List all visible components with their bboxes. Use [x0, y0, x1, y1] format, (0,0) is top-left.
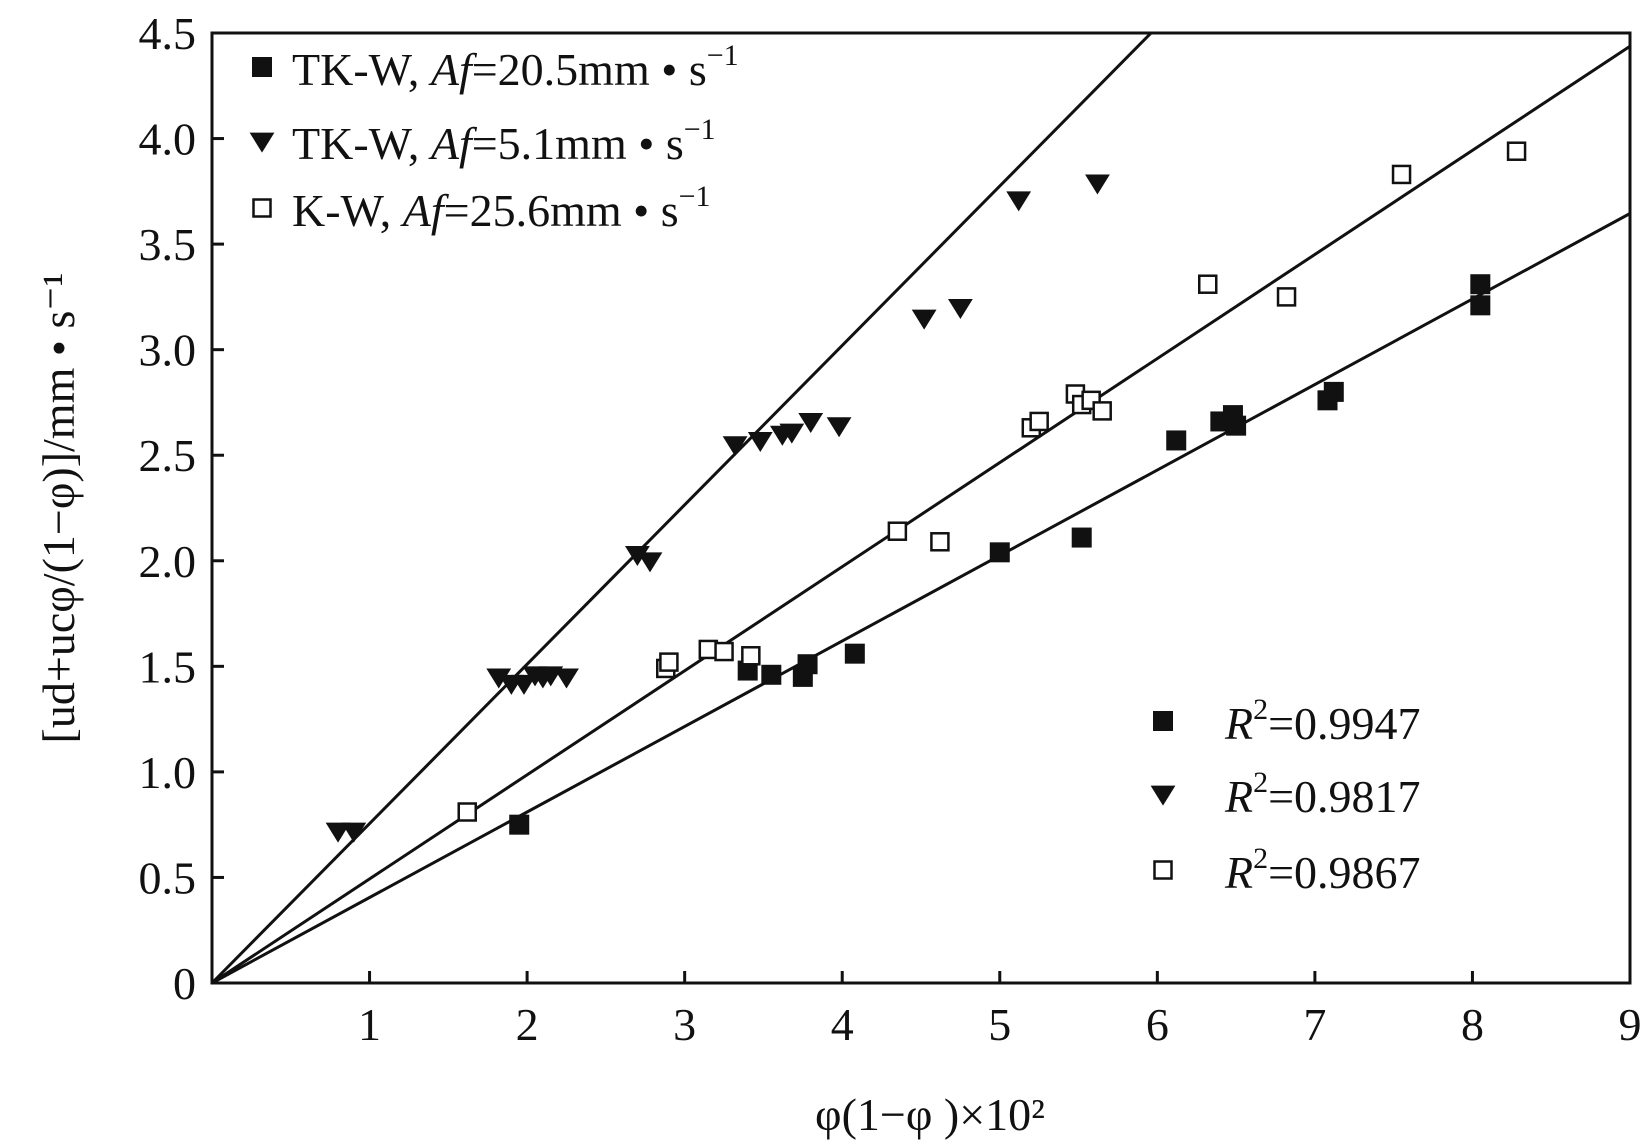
data-point [1092, 401, 1112, 421]
data-point [887, 521, 908, 541]
data-point [1226, 415, 1247, 436]
data-point [509, 814, 530, 835]
legend-marker [249, 132, 275, 153]
data-point [554, 668, 579, 689]
fit-line [210, 31, 1153, 985]
data-point [637, 552, 663, 573]
x-tick-label: 1 [358, 999, 381, 1050]
data-point [761, 664, 782, 685]
data-point [911, 309, 937, 330]
r2-label: R2=0.9867 [1224, 842, 1421, 898]
data-point [1470, 295, 1491, 316]
data-point [714, 641, 734, 662]
data-point [844, 643, 865, 664]
y-tick-label: 1.5 [139, 641, 197, 692]
data-point [1391, 164, 1412, 185]
data-point [737, 660, 758, 681]
data-point [989, 542, 1010, 563]
data-point [1470, 274, 1491, 295]
y-tick-label: 4.0 [139, 114, 197, 165]
legend-label: K-W, Af=25.6mm • s−1 [292, 180, 711, 236]
data-point [698, 639, 719, 660]
y-tick-label: 2.5 [139, 430, 197, 481]
r2-legend-marker [1153, 860, 1173, 880]
data-point [779, 423, 805, 444]
data-point [625, 546, 650, 567]
data-point [1071, 527, 1092, 548]
x-tick-label: 8 [1461, 999, 1484, 1050]
y-tick-label: 0 [173, 958, 196, 1009]
data-point [659, 652, 679, 672]
fit-line [211, 212, 1631, 985]
plot-frame [210, 31, 1632, 985]
x-tick-label: 5 [988, 999, 1011, 1050]
y-tick-label: 1.0 [139, 747, 197, 798]
data-point [741, 646, 761, 666]
fit-line [211, 45, 1631, 985]
legend: TK-W, Af=20.5mm • s−1 TK-W, Af=5.1mm • s−… [249, 39, 739, 236]
r2-legend-marker [1153, 711, 1173, 731]
data-point [1323, 381, 1344, 402]
data-point [1198, 274, 1218, 294]
data-point [947, 299, 973, 320]
x-tick-label: 3 [673, 999, 696, 1050]
legend-label: TK-W, Af=5.1mm • s−1 [292, 113, 716, 169]
data-point [486, 668, 512, 689]
x-axis-title: φ(1−φ )×10² [815, 1089, 1045, 1140]
x-tick-label: 6 [1146, 999, 1169, 1050]
data-point [511, 674, 537, 695]
y-tick-label: 3.5 [139, 219, 197, 270]
y-axis-title: [ud+ucφ/(1−φ)]/mm • s⁻¹ [33, 273, 84, 744]
x-tick-label: 4 [831, 999, 854, 1050]
y-tick-label: 3.0 [139, 325, 197, 376]
data-points [325, 141, 1527, 843]
y-axis-label: [ud+ucφ/(1−φ)]/mm • s⁻¹ [33, 273, 84, 744]
legend-marker [252, 57, 272, 77]
data-point [325, 822, 351, 843]
data-point [1029, 411, 1049, 432]
data-point [457, 802, 477, 822]
x-tick-label: 2 [516, 999, 539, 1050]
x-axis-label: φ(1−φ )×10² [815, 1089, 1045, 1140]
y-tick-label: 4.5 [139, 8, 197, 59]
data-point [930, 532, 950, 552]
x-tick-label: 9 [1619, 999, 1642, 1050]
axes: 1 2 3 4 5 6 7 8 9 0 0.5 1.0 1.5 2.0 2.5 3.0 3.5 4.0 4.5 [139, 8, 1642, 1050]
r2-legend: R2=0.9947 R2=0.9817 R2=0.9867 [1150, 693, 1421, 898]
data-point [1506, 141, 1527, 161]
y-tick-label: 2.0 [139, 536, 197, 587]
r2-label: R2=0.9817 [1224, 766, 1421, 822]
r2-legend-marker [1150, 785, 1176, 806]
x-tick-label: 7 [1303, 999, 1326, 1050]
data-point [826, 417, 852, 438]
y-tick-label: 0.5 [139, 852, 197, 903]
data-point [798, 413, 824, 434]
legend-marker [252, 198, 272, 218]
data-point [797, 654, 818, 675]
data-point [1006, 191, 1032, 212]
data-point [341, 822, 367, 843]
data-point [747, 432, 773, 453]
data-point [1085, 174, 1110, 195]
data-point [722, 436, 748, 457]
data-point [1166, 430, 1187, 451]
r2-label: R2=0.9947 [1224, 693, 1421, 749]
data-point [1276, 287, 1297, 307]
fit-lines [210, 31, 1631, 985]
legend-label: TK-W, Af=20.5mm • s−1 [292, 39, 739, 95]
